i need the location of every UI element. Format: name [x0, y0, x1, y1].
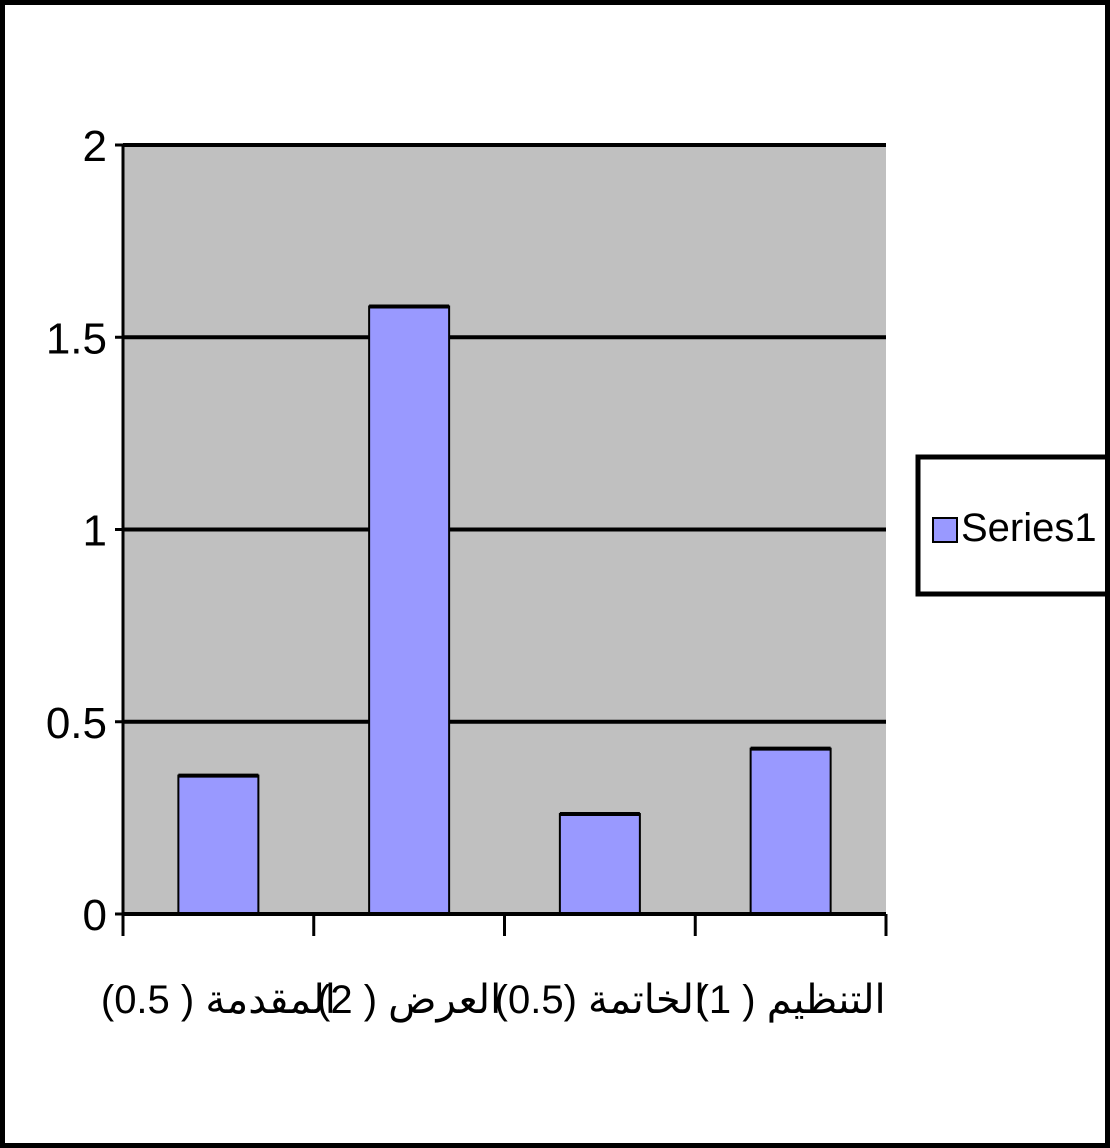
legend-label-series1: Series1 — [961, 506, 1097, 550]
bar — [558, 813, 641, 916]
x-axis-ticks: المقدمة ( 0.5)العرض ( 2)الخاتمة (0.5)الت… — [101, 914, 888, 1023]
y-tick-label: 1.5 — [46, 314, 107, 363]
y-tick-label: 1 — [83, 507, 107, 556]
bar — [749, 747, 832, 915]
x-category-label: العرض ( 2) — [317, 978, 501, 1023]
x-category-label: المقدمة ( 0.5) — [101, 978, 336, 1022]
bars — [177, 304, 832, 916]
x-category-label: الخاتمة (0.5) — [495, 978, 705, 1022]
x-category-label: التنظيم ( 1) — [696, 978, 886, 1023]
legend: Series1 — [915, 454, 1110, 597]
y-tick-label: 2 — [83, 122, 107, 171]
bar — [368, 305, 451, 915]
bar — [177, 774, 260, 916]
y-tick-label: 0 — [83, 891, 107, 940]
bar-chart: 0 0.5 1 1.5 2 المقدمة ( 0.5)العرض ( 2)الخاتم… — [46, 122, 1110, 1023]
y-tick-label: 0.5 — [46, 699, 107, 748]
y-axis-ticks: 0 0.5 1 1.5 2 — [46, 122, 123, 940]
legend-swatch-series1 — [932, 517, 958, 543]
gridlines — [123, 143, 886, 724]
